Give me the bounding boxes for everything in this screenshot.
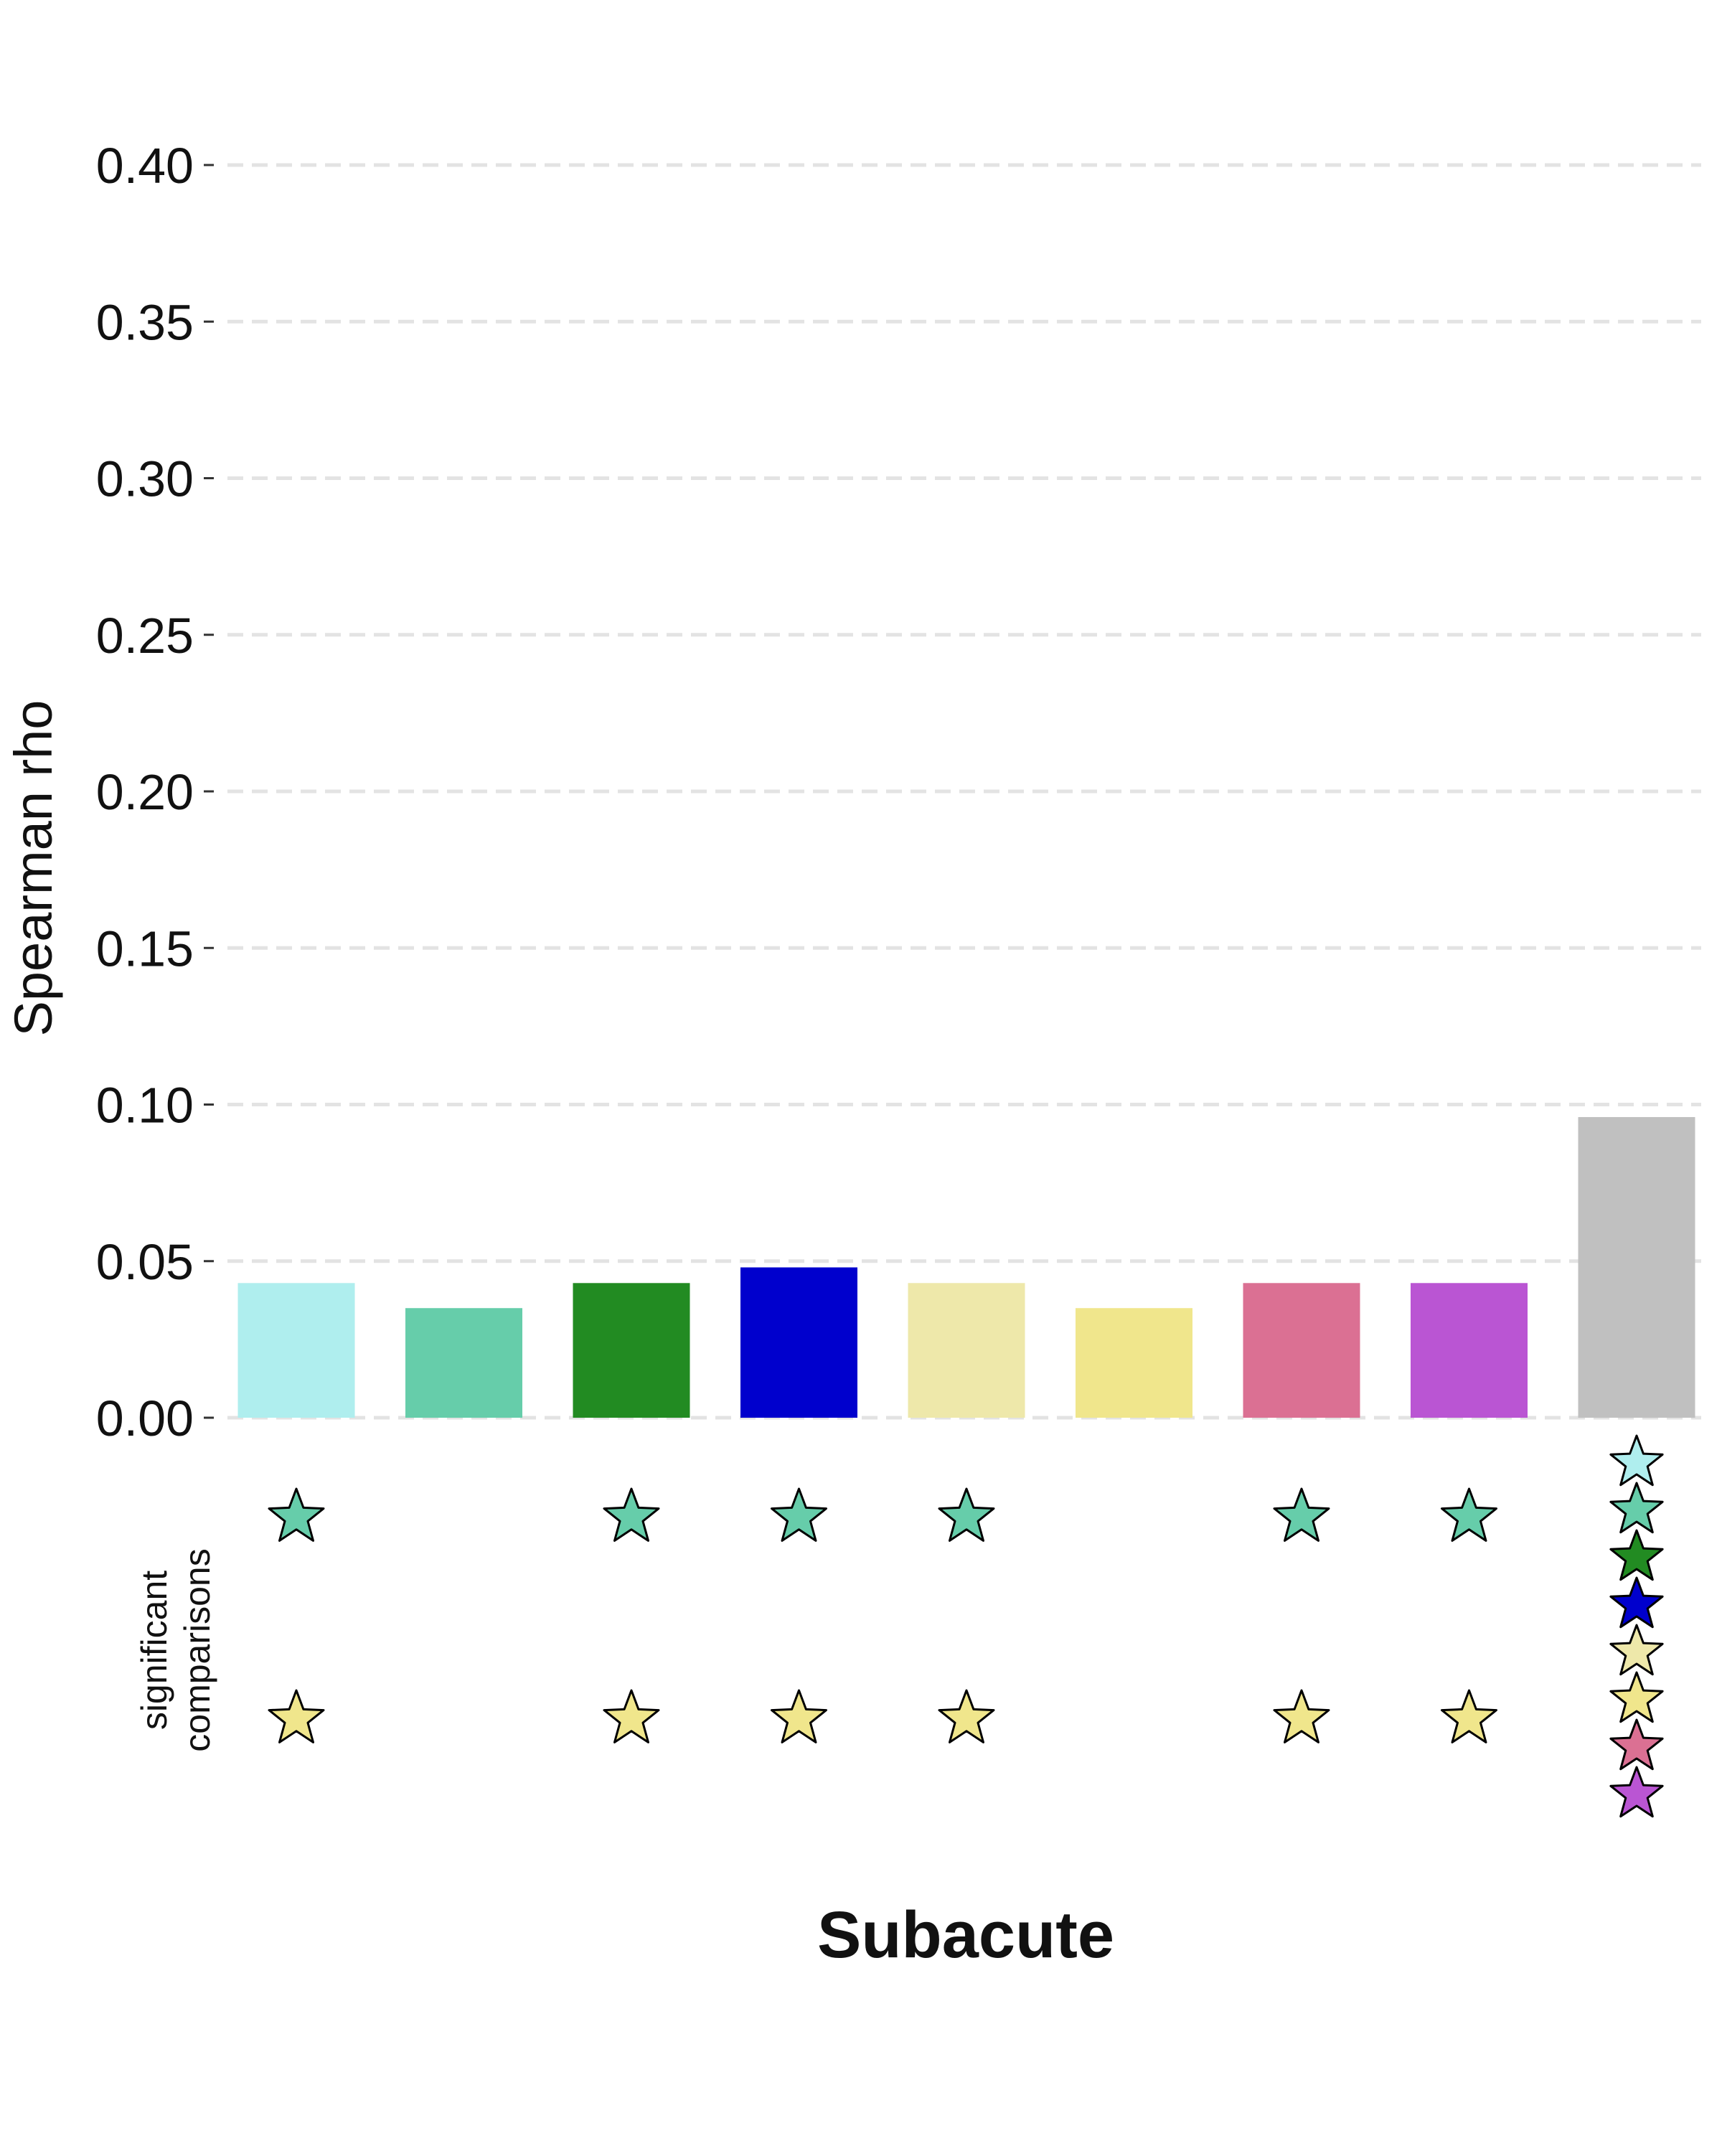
significance-star (268, 1689, 325, 1743)
bar (740, 1267, 857, 1418)
y-tick-label: 0.40 (96, 138, 194, 194)
y-tick-label: 0.10 (96, 1078, 194, 1134)
significance-star (603, 1689, 660, 1743)
significance-star (1609, 1718, 1664, 1771)
y-axis-label: Spearman rho (4, 700, 63, 1037)
bar (1076, 1308, 1192, 1418)
significance-star (603, 1487, 660, 1542)
y-tick-label: 0.25 (96, 608, 194, 664)
bar (405, 1308, 522, 1418)
significance-star (1609, 1529, 1664, 1581)
bar (573, 1283, 690, 1418)
y-tick-label: 0.30 (96, 451, 194, 507)
significance-star (771, 1487, 827, 1542)
significance-star (1273, 1487, 1330, 1542)
significance-star (938, 1487, 995, 1542)
significance-star (771, 1689, 827, 1743)
y-tick-label: 0.05 (96, 1234, 194, 1290)
significance-star (1441, 1487, 1497, 1542)
significance-star (1609, 1624, 1664, 1676)
y-tick-label: 0.15 (96, 921, 194, 976)
bar (1243, 1283, 1360, 1418)
bar (1411, 1283, 1528, 1418)
significance-star (938, 1689, 995, 1743)
significance-star (1441, 1689, 1497, 1743)
significance-star (268, 1487, 325, 1542)
annotation: significant (134, 1571, 174, 1730)
significance-star (1609, 1576, 1664, 1629)
significance-star (1609, 1482, 1664, 1534)
significance-star (1609, 1766, 1664, 1818)
significance-star (1273, 1689, 1330, 1743)
significance-star (1609, 1671, 1664, 1723)
y-tick-label: 0.00 (96, 1390, 194, 1446)
chart-title: Subacute (817, 1898, 1114, 1972)
bar (1578, 1116, 1695, 1418)
annotation: comparisons (177, 1548, 217, 1751)
bar (908, 1283, 1025, 1418)
significance-star (1609, 1434, 1664, 1487)
y-tick-label: 0.20 (96, 764, 194, 820)
bar (237, 1283, 355, 1418)
y-tick-label: 0.35 (96, 294, 194, 350)
